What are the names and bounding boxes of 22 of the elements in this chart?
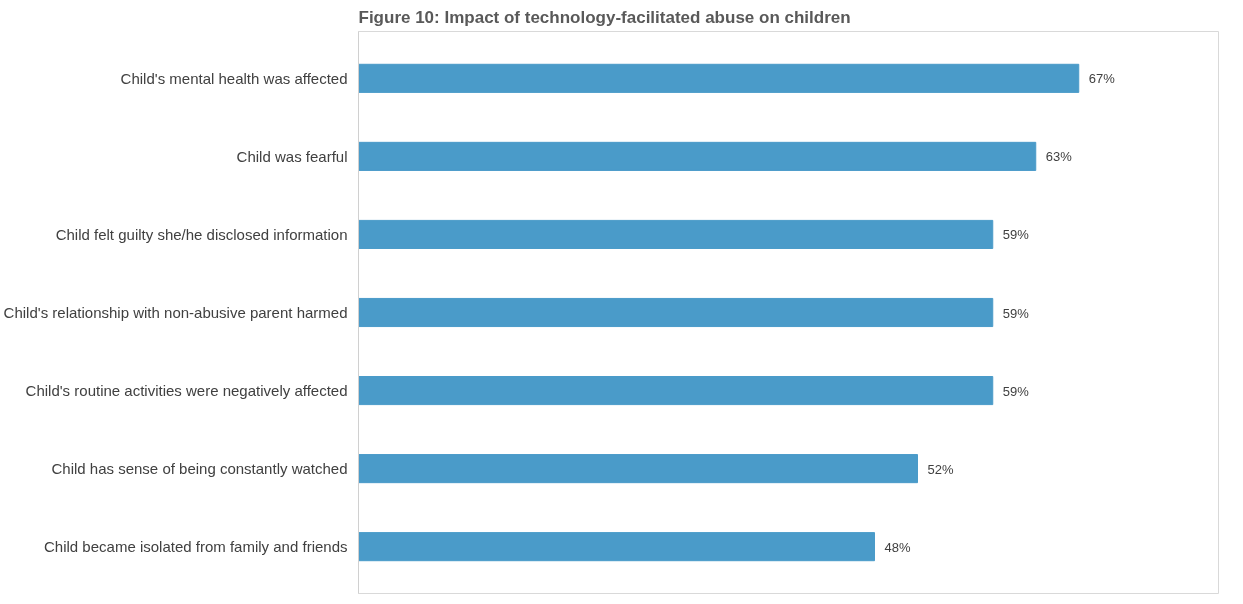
data-label: 52% xyxy=(927,461,954,477)
bar xyxy=(358,454,918,484)
y-tick-label: Child's routine activities were negatively affected xyxy=(25,382,348,400)
data-label: 63% xyxy=(1045,149,1073,165)
data-label: 59% xyxy=(1002,305,1030,321)
bar xyxy=(358,532,875,562)
y-tick-label: Child's mental health was affected xyxy=(120,69,348,87)
data-label: 59% xyxy=(1002,227,1030,243)
y-tick-label: Child became isolated from family and friends xyxy=(44,538,348,556)
data-label: 48% xyxy=(884,539,911,555)
y-tick-label: Child has sense of being constantly watched xyxy=(51,460,348,478)
y-tick-label: Child felt guilty she/he disclosed information xyxy=(55,225,348,243)
data-label: 59% xyxy=(1002,383,1030,399)
bar xyxy=(358,141,1037,171)
y-tick-label: Child was fearful xyxy=(236,147,348,165)
data-label: 67% xyxy=(1088,71,1116,87)
bar xyxy=(358,297,994,328)
y-tick-label: Child's relationship with non-abusive parent harmed xyxy=(3,304,348,321)
bar xyxy=(358,63,1080,93)
bar xyxy=(358,219,994,249)
chart-title: Figure 10: Impact of technology-facilitated abuse on children xyxy=(358,7,851,27)
bar xyxy=(358,376,994,406)
